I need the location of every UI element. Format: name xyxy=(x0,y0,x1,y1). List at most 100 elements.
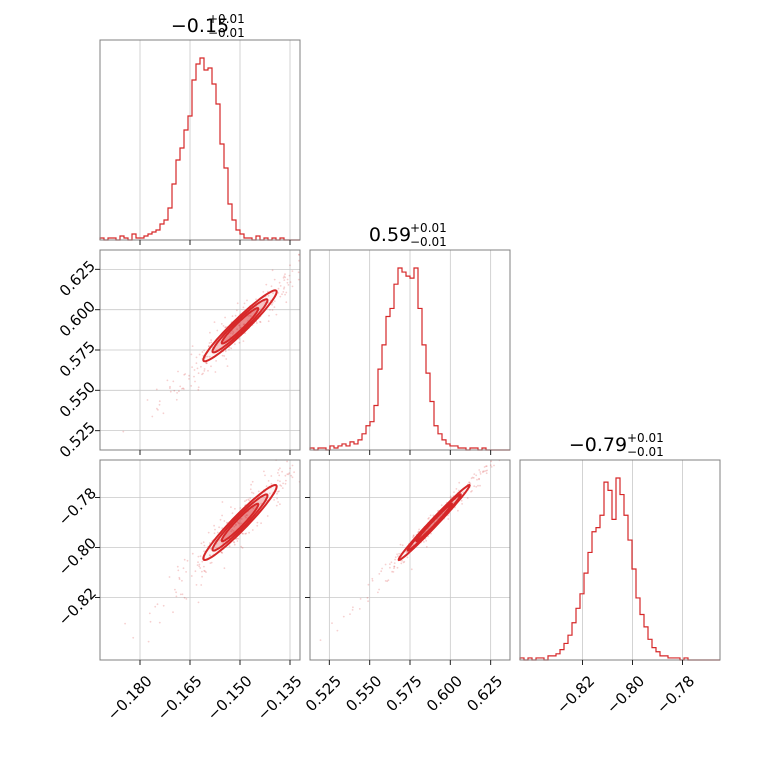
sample-point xyxy=(193,375,195,378)
sample-point xyxy=(231,529,234,531)
sample-point xyxy=(476,478,478,481)
sample-point xyxy=(461,503,463,505)
sample-point xyxy=(285,301,288,304)
sample-point xyxy=(245,499,248,502)
sample-point xyxy=(289,264,291,267)
sample-point xyxy=(279,484,282,486)
sample-point xyxy=(218,526,221,529)
sample-point xyxy=(282,482,284,485)
xtick-label-1-2: 0.575 xyxy=(383,672,426,715)
sample-point xyxy=(283,279,286,281)
sample-point xyxy=(245,516,248,519)
sample-point xyxy=(256,521,259,524)
sample-point xyxy=(412,536,414,538)
sample-point xyxy=(291,476,294,479)
sample-point xyxy=(406,556,409,559)
sample-point xyxy=(191,345,194,347)
sample-point xyxy=(219,539,222,541)
sample-point xyxy=(230,506,232,508)
sample-point xyxy=(251,480,254,483)
xtick-label-1-0: 0.525 xyxy=(302,672,345,715)
sample-point xyxy=(256,524,259,527)
sample-point xyxy=(482,470,485,473)
sample-point xyxy=(485,470,487,472)
sample-point xyxy=(239,326,242,329)
ytick-label-1-4: 0.625 xyxy=(56,257,99,300)
sample-point xyxy=(156,407,158,410)
sample-point xyxy=(403,560,406,563)
sample-point xyxy=(394,558,396,561)
sample-point xyxy=(132,636,135,639)
sample-point xyxy=(181,593,184,596)
sample-point xyxy=(207,369,209,372)
sample-point xyxy=(436,510,439,512)
sample-point xyxy=(286,473,289,476)
ytick-label-1-1: 0.550 xyxy=(56,378,99,421)
xtick-label-1-1: 0.550 xyxy=(342,672,385,715)
sample-point xyxy=(270,482,273,485)
sample-point xyxy=(198,565,201,568)
title-param-0-lower: −0.01 xyxy=(208,26,245,40)
sample-point xyxy=(236,309,238,312)
sample-point xyxy=(229,332,232,334)
sample-point xyxy=(182,567,185,570)
sample-point xyxy=(472,477,475,479)
sample-point xyxy=(202,372,204,375)
sample-point xyxy=(185,571,188,573)
sample-point xyxy=(232,530,235,532)
sample-point xyxy=(271,301,274,304)
sample-point xyxy=(291,464,294,467)
sample-point xyxy=(122,430,125,433)
sample-point xyxy=(401,559,403,562)
title-param-2-lower: −0.01 xyxy=(627,445,664,459)
sample-point xyxy=(244,500,246,503)
sample-point xyxy=(394,556,397,559)
sample-point xyxy=(172,380,175,383)
sample-point xyxy=(225,326,227,329)
sample-point xyxy=(234,314,237,317)
xtick-label-0-1: −0.165 xyxy=(154,672,206,724)
sample-point xyxy=(273,306,276,308)
sample-point xyxy=(290,474,293,477)
sample-point xyxy=(223,355,226,357)
sample-point xyxy=(291,270,294,272)
sample-point xyxy=(209,562,212,564)
sample-point xyxy=(453,491,455,493)
sample-point xyxy=(197,561,199,564)
sample-point xyxy=(243,302,246,305)
sample-point xyxy=(281,487,284,489)
sample-point xyxy=(282,291,285,293)
sample-point xyxy=(207,531,210,534)
sample-point xyxy=(486,469,488,472)
sample-point xyxy=(280,485,283,487)
sample-point xyxy=(156,603,159,606)
sample-point xyxy=(241,547,244,549)
sample-point xyxy=(213,321,216,323)
sample-point xyxy=(195,356,198,359)
histogram-2 xyxy=(519,477,720,661)
sample-point xyxy=(272,292,274,294)
sample-point xyxy=(183,388,185,390)
sample-point xyxy=(229,336,231,338)
sample-point xyxy=(479,471,482,473)
title-param-0: −0.15 xyxy=(171,15,229,37)
sample-point xyxy=(485,472,488,475)
sample-point xyxy=(146,399,149,401)
sample-point xyxy=(284,482,287,485)
sample-point xyxy=(197,601,200,604)
sample-point xyxy=(279,467,281,470)
xtick-label-1-4: 0.625 xyxy=(463,672,506,715)
sample-point xyxy=(186,559,189,562)
sample-point xyxy=(237,537,240,540)
sample-point xyxy=(203,565,205,568)
sample-point xyxy=(477,484,479,487)
sample-point xyxy=(223,567,226,570)
sample-point xyxy=(244,515,247,518)
sample-point xyxy=(483,470,486,473)
sample-point xyxy=(214,528,216,531)
sample-point xyxy=(213,524,216,527)
sample-point xyxy=(203,349,206,352)
sample-point xyxy=(489,464,492,467)
sample-point xyxy=(471,490,473,492)
